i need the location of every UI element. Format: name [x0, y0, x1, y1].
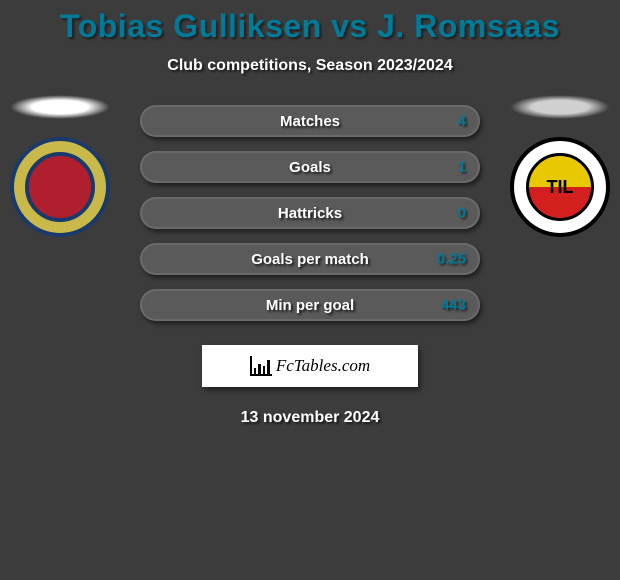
stat-value: 0	[458, 205, 466, 222]
page-title: Tobias Gulliksen vs J. Romsaas	[0, 0, 620, 45]
stats-list: Matches 4 Goals 1 Hattricks 0 Goals per …	[140, 105, 480, 321]
right-club-badge: TIL	[500, 95, 620, 237]
stat-row: Hattricks 0	[140, 197, 480, 229]
stat-value: 0.25	[437, 251, 466, 268]
stat-label: Min per goal	[266, 297, 354, 314]
right-crest-inner: TIL	[526, 153, 594, 221]
stat-row: Goals per match 0.25	[140, 243, 480, 275]
left-crest-inner	[25, 152, 95, 222]
stat-value: 1	[458, 159, 466, 176]
left-club-crest-icon	[10, 137, 110, 237]
right-badge-shadow	[510, 95, 610, 119]
stat-row: Goals 1	[140, 151, 480, 183]
stat-label: Hattricks	[278, 205, 342, 222]
brand-text: FcTables.com	[276, 356, 370, 376]
stat-label: Goals	[289, 159, 331, 176]
left-badge-shadow	[10, 95, 110, 119]
page-subtitle: Club competitions, Season 2023/2024	[0, 57, 620, 75]
comparison-area: TIL Matches 4 Goals 1 Hattricks 0 Goals …	[0, 105, 620, 427]
right-club-crest-icon: TIL	[510, 137, 610, 237]
date-label: 13 november 2024	[0, 409, 620, 427]
stat-row: Matches 4	[140, 105, 480, 137]
left-club-badge	[0, 95, 120, 237]
stat-value: 443	[441, 297, 466, 314]
stat-label: Goals per match	[251, 251, 369, 268]
stat-row: Min per goal 443	[140, 289, 480, 321]
bar-chart-icon	[250, 356, 272, 376]
stat-value: 4	[458, 113, 466, 130]
brand-logo: FcTables.com	[202, 345, 418, 387]
stat-label: Matches	[280, 113, 340, 130]
